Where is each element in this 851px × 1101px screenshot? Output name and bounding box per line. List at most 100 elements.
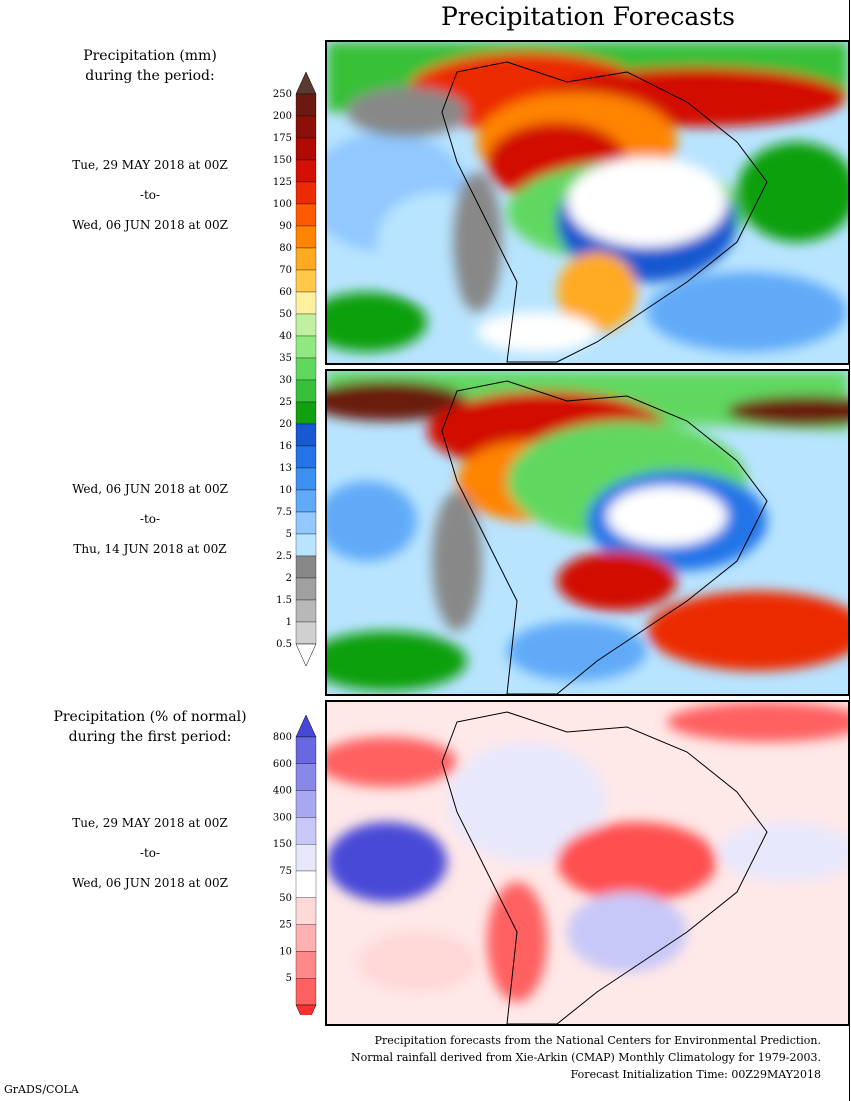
scale-swatch bbox=[295, 225, 317, 249]
scale-tick-label: 40 bbox=[279, 331, 292, 342]
scale-tick-label: 1.5 bbox=[276, 595, 292, 606]
scale-tick-label: 70 bbox=[279, 265, 292, 276]
map-week1-graphic bbox=[327, 42, 848, 363]
mm-heading-line1: Precipitation (mm) bbox=[83, 48, 217, 64]
scale-tick-label: 13 bbox=[279, 463, 292, 474]
scale-tick-label: 250 bbox=[273, 89, 292, 100]
scale-tick-label: 600 bbox=[273, 759, 292, 770]
scale-swatch bbox=[295, 379, 317, 403]
scale-tick-label: 25 bbox=[279, 920, 292, 931]
scale-tick-label: 150 bbox=[273, 155, 292, 166]
scale-tick-label: 1 bbox=[286, 617, 292, 628]
mm-heading-line2: during the period: bbox=[85, 68, 215, 84]
scale-tick-label: 300 bbox=[273, 812, 292, 823]
map-panel-week2-precip bbox=[325, 369, 850, 696]
period2-end: Thu, 14 JUN 2018 at 00Z bbox=[73, 542, 227, 556]
period2-text: Wed, 06 JUN 2018 at 00Z -to- Thu, 14 JUN… bbox=[0, 474, 300, 564]
scale-swatch bbox=[295, 817, 317, 845]
pct-period-end: Wed, 06 JUN 2018 at 00Z bbox=[72, 876, 228, 890]
scale-swatch bbox=[295, 423, 317, 447]
scale-swatch bbox=[295, 467, 317, 491]
scale-tick-label: 60 bbox=[279, 287, 292, 298]
scale-tick-label: 80 bbox=[279, 243, 292, 254]
pct-color-scale: 800 600 400 300 150 75 50 25 10 5 bbox=[250, 714, 320, 1028]
scale-bottom-arrow bbox=[295, 643, 317, 667]
scale-tick-label: 100 bbox=[273, 199, 292, 210]
mm-scale-graphic: 2502001751501251009080706050403530252016… bbox=[273, 71, 317, 667]
footer-line2: Normal rainfall derived from Xie-Arkin (… bbox=[351, 1051, 821, 1064]
scale-swatch bbox=[295, 511, 317, 535]
page-title: Precipitation Forecasts bbox=[440, 2, 736, 31]
scale-swatch bbox=[295, 577, 317, 601]
scale-swatch bbox=[295, 313, 317, 337]
scale-tick-label: 2 bbox=[286, 573, 292, 584]
scale-swatch bbox=[295, 291, 317, 315]
scale-tick-label: 75 bbox=[279, 866, 292, 877]
scale-swatch bbox=[295, 203, 317, 227]
map-panel-percent-normal bbox=[325, 700, 850, 1026]
scale-swatch bbox=[295, 555, 317, 579]
scale-swatch bbox=[295, 621, 317, 645]
period2-start: Wed, 06 JUN 2018 at 00Z bbox=[72, 482, 228, 496]
period1-start: Tue, 29 MAY 2018 at 00Z bbox=[72, 158, 228, 172]
scale-swatch bbox=[295, 269, 317, 293]
scale-tick-label: 10 bbox=[279, 485, 292, 496]
credit-label: GrADS/COLA bbox=[4, 1083, 79, 1096]
scale-swatch bbox=[295, 599, 317, 623]
scale-swatch bbox=[295, 181, 317, 205]
scale-tick-label: 150 bbox=[273, 839, 292, 850]
pct-period-start: Tue, 29 MAY 2018 at 00Z bbox=[72, 816, 228, 830]
scale-swatch bbox=[295, 763, 317, 791]
pct-scale-graphic: 800 600 400 300 150 75 50 25 10 5 bbox=[273, 714, 317, 1028]
scale-tick-label: 400 bbox=[273, 786, 292, 797]
scale-swatch bbox=[295, 445, 317, 469]
scale-swatch bbox=[295, 335, 317, 359]
scale-bottom-arrow bbox=[295, 1004, 317, 1028]
footer-line3: Forecast Initialization Time: 00Z29MAY20… bbox=[570, 1068, 821, 1081]
scale-tick-label: 20 bbox=[279, 419, 292, 430]
map-percent-graphic bbox=[327, 702, 848, 1024]
period1-to: -to- bbox=[139, 188, 161, 202]
scale-tick-label: 7.5 bbox=[276, 507, 292, 518]
scale-tick-label: 200 bbox=[273, 111, 292, 122]
scale-tick-label: 90 bbox=[279, 221, 292, 232]
scale-swatch bbox=[295, 978, 317, 1006]
scale-swatch bbox=[295, 247, 317, 271]
scale-tick-label: 35 bbox=[279, 353, 292, 364]
scale-tick-label: 25 bbox=[279, 397, 292, 408]
scale-tick-label: 5 bbox=[286, 973, 292, 984]
scale-swatch bbox=[295, 489, 317, 513]
scale-swatch bbox=[295, 870, 317, 898]
pct-period-text: Tue, 29 MAY 2018 at 00Z -to- Wed, 06 JUN… bbox=[0, 808, 300, 898]
scale-swatch bbox=[295, 897, 317, 925]
map-panel-week1-precip bbox=[325, 40, 850, 365]
scale-swatch bbox=[295, 93, 317, 117]
pct-heading-line1: Precipitation (% of normal) bbox=[53, 709, 247, 725]
scale-tick-label: 50 bbox=[279, 309, 292, 320]
map-week2-graphic bbox=[327, 371, 848, 694]
scale-swatch bbox=[295, 115, 317, 139]
scale-tick-label: 800 bbox=[273, 732, 292, 743]
mm-heading: Precipitation (mm) during the period: bbox=[0, 46, 300, 86]
pct-period-to: -to- bbox=[139, 846, 161, 860]
scale-swatch bbox=[295, 137, 317, 161]
scale-swatch bbox=[295, 533, 317, 557]
scale-tick-label: 5 bbox=[286, 529, 292, 540]
scale-swatch bbox=[295, 401, 317, 425]
scale-swatch bbox=[295, 736, 317, 764]
scale-top-arrow bbox=[295, 714, 317, 738]
scale-swatch bbox=[295, 844, 317, 872]
period1-text: Tue, 29 MAY 2018 at 00Z -to- Wed, 06 JUN… bbox=[0, 150, 300, 240]
scale-tick-label: 2.5 bbox=[276, 551, 292, 562]
scale-tick-label: 10 bbox=[279, 946, 292, 957]
scale-top-arrow bbox=[295, 71, 317, 95]
scale-tick-label: 125 bbox=[273, 177, 292, 188]
scale-swatch bbox=[295, 790, 317, 818]
pct-heading: Precipitation (% of normal) during the f… bbox=[0, 707, 300, 747]
scale-tick-label: 16 bbox=[279, 441, 292, 452]
scale-tick-label: 175 bbox=[273, 133, 292, 144]
scale-tick-label: 50 bbox=[279, 893, 292, 904]
mm-color-scale: 250 200 175 150 125 100 90 80 70 60 50 40 35 30 25 20 16… bbox=[250, 71, 320, 672]
scale-swatch bbox=[295, 924, 317, 952]
period1-end: Wed, 06 JUN 2018 at 00Z bbox=[72, 218, 228, 232]
